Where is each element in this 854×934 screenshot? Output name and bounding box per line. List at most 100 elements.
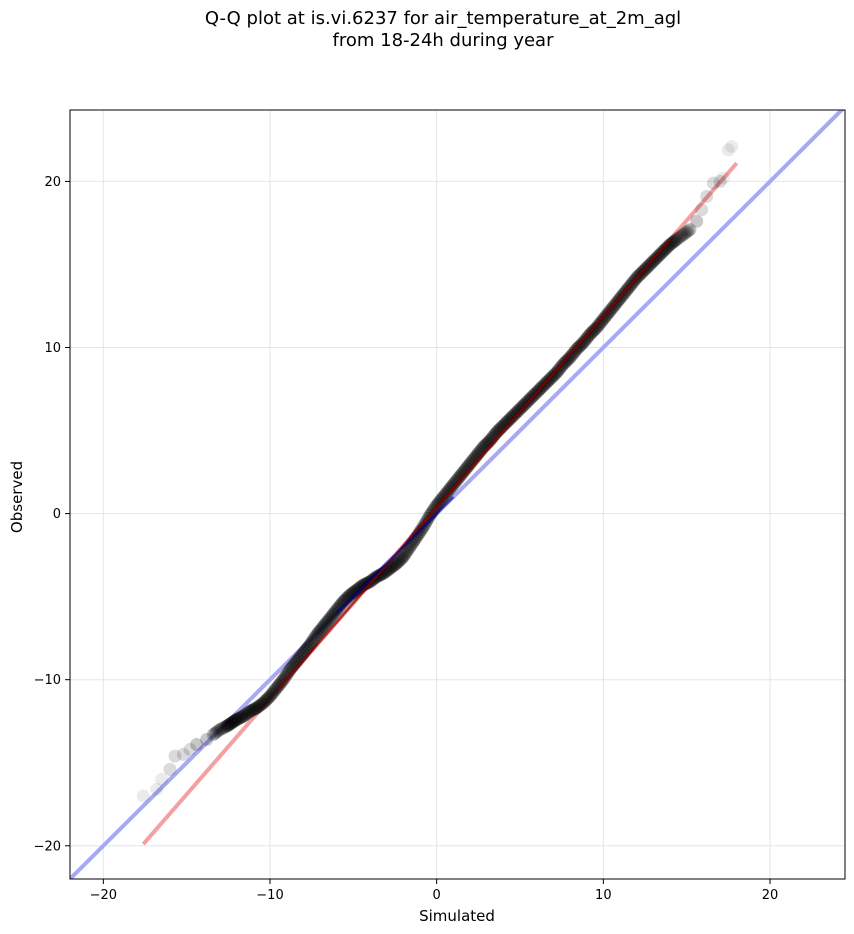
data-point [458,463,472,477]
data-point [270,681,284,695]
data-point [210,725,224,739]
x-tick-label: −10 [256,888,283,903]
data-point [350,583,364,597]
data-point [505,410,519,424]
data-point [221,718,235,732]
data-point [441,484,455,498]
data-point [676,228,690,242]
data-point [155,772,169,786]
data-point [200,732,214,746]
quantile-points [136,140,739,803]
data-point [675,229,689,243]
data-point [440,486,454,500]
grid [70,110,845,879]
data-point [255,697,269,711]
data-point [585,326,599,340]
chart-title-line-2: from 18-24h during year [332,30,554,51]
data-point [190,737,204,751]
y-tick-label: −20 [34,839,61,854]
data-point [348,584,362,598]
data-point [436,490,450,504]
data-point [266,685,280,699]
data-point [513,402,527,416]
data-point [243,704,257,718]
data-point [656,244,670,258]
data-point [576,336,590,350]
plot-frame [69,109,846,880]
y-tick-label: 0 [53,507,61,522]
x-axis: −20 −10 0 10 20 [90,879,778,903]
data-point [565,348,579,362]
data-point [308,630,322,644]
data-point [326,607,340,621]
data-point [236,709,250,723]
data-point [508,407,522,421]
data-point [438,488,452,502]
data-point [136,789,150,803]
data-point [561,352,575,366]
data-point [241,705,255,719]
data-point [222,718,236,732]
data-point [445,480,459,494]
data-point [246,703,260,717]
data-point [208,726,222,740]
data-point [226,715,240,729]
chart-title-line-1: Q-Q plot at is.vi.6237 for air_temperatu… [204,8,682,29]
data-point [443,482,457,496]
data-point [503,412,517,426]
data-point [595,314,609,328]
data-point [453,469,467,483]
data-point [713,174,727,188]
data-point [578,333,592,347]
data-point [271,679,285,693]
data-point [725,140,739,154]
y-tick-label: 10 [44,341,61,356]
data-point [215,722,229,736]
data-point [663,238,677,252]
data-point [396,550,410,564]
data-point [228,713,242,727]
data-point [700,189,714,203]
data-point [276,673,290,687]
data-point [331,601,345,615]
data-point [391,555,405,569]
data-point [273,677,287,691]
data-point [248,702,262,716]
data-point [580,331,594,345]
data-point [220,719,234,733]
data-point [678,226,692,240]
data-point [448,475,462,489]
data-point [568,344,582,358]
data-point [263,689,277,703]
data-point [275,675,289,689]
data-point [588,322,602,336]
data-point [230,713,244,727]
data-point [333,599,347,613]
data-point [218,720,232,734]
data-point [706,176,720,190]
data-point [651,249,665,263]
data-point [330,603,344,617]
data-point [168,749,182,763]
data-point [268,683,282,697]
data-point [256,696,270,710]
chart-title: Q-Q plot at is.vi.6237 for air_temperatu… [0,8,854,52]
data-point [695,203,709,217]
data-point [456,465,470,479]
data-point [223,717,237,731]
data-point [668,234,682,248]
data-point [435,492,449,506]
data-point [206,728,220,742]
data-point [586,324,600,338]
data-point [548,367,562,381]
data-point [648,252,662,266]
data-point [596,312,610,326]
data-point [328,605,342,619]
reference-lines-overlay [277,238,671,691]
data-point [451,471,465,485]
data-point [550,365,564,379]
data-point [318,617,332,631]
data-point [211,724,225,738]
data-point [690,214,704,228]
data-point [245,703,259,717]
